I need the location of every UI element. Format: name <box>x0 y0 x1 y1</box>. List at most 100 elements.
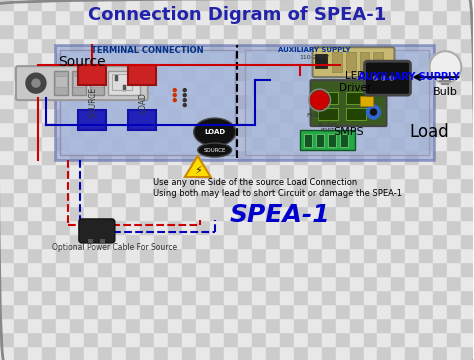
Bar <box>392 290 405 304</box>
Bar <box>308 192 321 206</box>
Bar <box>78 110 106 130</box>
Bar <box>140 150 154 164</box>
Bar <box>349 304 364 318</box>
Bar <box>126 136 140 150</box>
Bar <box>433 164 447 178</box>
Bar <box>419 52 433 66</box>
Bar <box>84 164 98 178</box>
Bar <box>168 234 182 248</box>
Bar <box>321 276 336 290</box>
Bar <box>98 164 112 178</box>
Bar <box>140 346 154 360</box>
Bar <box>154 206 168 220</box>
Bar <box>364 122 377 136</box>
Bar <box>196 234 210 248</box>
Bar <box>126 220 140 234</box>
Bar <box>210 150 224 164</box>
Bar <box>392 220 405 234</box>
Bar <box>349 318 364 332</box>
Bar <box>28 66 42 80</box>
Bar <box>237 24 252 38</box>
Bar <box>252 178 265 192</box>
Bar <box>84 24 98 38</box>
Bar <box>265 0 280 10</box>
Bar <box>210 262 224 276</box>
Bar <box>56 136 70 150</box>
Bar <box>252 318 265 332</box>
Bar <box>98 262 112 276</box>
Bar <box>196 346 210 360</box>
Bar <box>300 130 355 150</box>
Bar <box>196 164 210 178</box>
Bar <box>0 66 14 80</box>
Bar <box>392 150 405 164</box>
Circle shape <box>183 89 186 92</box>
Bar <box>419 0 433 10</box>
Bar <box>210 192 224 206</box>
Bar <box>56 122 70 136</box>
Bar <box>280 234 293 248</box>
Bar <box>140 192 154 206</box>
Circle shape <box>310 91 328 109</box>
Bar <box>461 10 474 24</box>
Bar <box>224 304 237 318</box>
Bar <box>308 0 321 10</box>
Bar <box>28 10 42 24</box>
Bar <box>321 10 336 24</box>
Bar <box>321 0 336 10</box>
Bar <box>84 94 98 108</box>
Bar <box>405 80 419 94</box>
Bar <box>405 276 419 290</box>
Bar <box>419 248 433 262</box>
Bar <box>0 108 14 122</box>
Bar <box>112 122 126 136</box>
Bar <box>321 262 336 276</box>
Bar <box>419 304 433 318</box>
Text: SOURCE: SOURCE <box>203 148 226 153</box>
Bar <box>98 66 112 80</box>
Bar <box>42 332 56 346</box>
Bar <box>419 178 433 192</box>
Bar <box>364 206 377 220</box>
Bar <box>280 52 293 66</box>
Bar <box>168 290 182 304</box>
Circle shape <box>429 51 461 83</box>
Bar <box>84 52 98 66</box>
Bar <box>252 332 265 346</box>
Bar <box>265 234 280 248</box>
Bar <box>98 332 112 346</box>
Bar <box>405 164 419 178</box>
Bar <box>392 262 405 276</box>
Bar <box>419 24 433 38</box>
Bar <box>461 220 474 234</box>
Bar <box>56 66 70 80</box>
Bar <box>128 65 156 85</box>
Bar <box>377 164 392 178</box>
Bar <box>237 66 252 80</box>
Bar <box>405 52 419 66</box>
Bar <box>405 192 419 206</box>
Bar <box>14 66 28 80</box>
Bar <box>447 66 461 80</box>
Bar <box>224 122 237 136</box>
Bar <box>433 108 447 122</box>
Bar <box>405 122 419 136</box>
Bar <box>112 276 126 290</box>
Bar <box>84 234 98 248</box>
Bar <box>14 136 28 150</box>
Bar <box>252 304 265 318</box>
Bar <box>461 178 474 192</box>
Bar <box>196 38 210 52</box>
Bar <box>293 122 308 136</box>
Bar <box>405 206 419 220</box>
Bar <box>336 136 349 150</box>
Bar <box>84 248 98 262</box>
Bar <box>336 24 349 38</box>
Bar <box>0 136 14 150</box>
Bar <box>265 290 280 304</box>
Bar <box>182 24 196 38</box>
Bar <box>56 10 70 24</box>
Bar <box>308 262 321 276</box>
Bar <box>126 150 140 164</box>
Bar <box>447 94 461 108</box>
